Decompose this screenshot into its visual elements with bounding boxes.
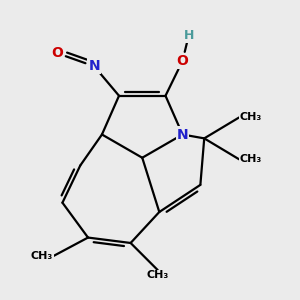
Text: H: H xyxy=(184,29,194,42)
Text: CH₃: CH₃ xyxy=(147,270,169,280)
Text: O: O xyxy=(51,46,63,60)
Text: CH₃: CH₃ xyxy=(239,154,261,164)
Text: N: N xyxy=(177,128,188,142)
Text: CH₃: CH₃ xyxy=(31,251,53,261)
Text: N: N xyxy=(88,59,100,73)
Text: O: O xyxy=(177,54,188,68)
Text: CH₃: CH₃ xyxy=(239,112,261,122)
